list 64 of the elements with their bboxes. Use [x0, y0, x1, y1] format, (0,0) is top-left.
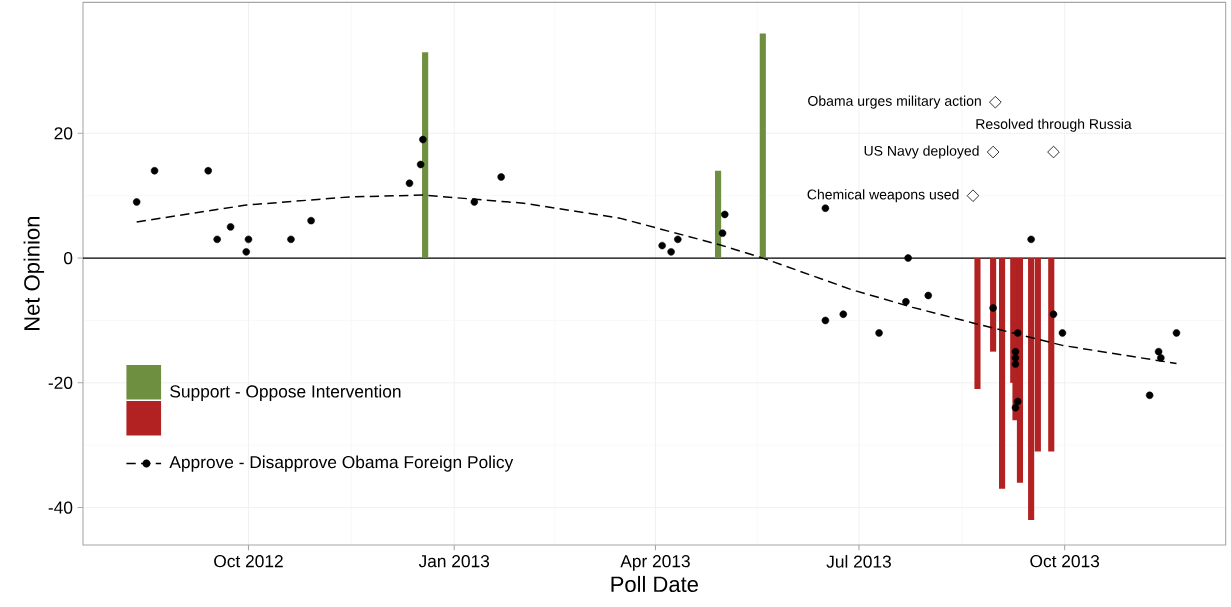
x-tick-label: Apr 2013: [620, 555, 690, 571]
point: [405, 179, 414, 187]
point: [287, 235, 295, 244]
bar: [715, 170, 722, 259]
point: [1013, 397, 1022, 406]
point: [1013, 329, 1022, 337]
bar: [759, 33, 766, 259]
bar: [1048, 258, 1055, 452]
y-tick-label: -40: [48, 501, 73, 514]
bar: [974, 258, 981, 390]
x-axis-title: Poll Date: [611, 575, 698, 593]
point: [244, 235, 253, 244]
point: [213, 235, 221, 244]
point: [307, 216, 315, 225]
point: [1154, 347, 1163, 356]
point: [470, 198, 479, 206]
point: [226, 223, 235, 231]
point: [821, 204, 830, 212]
x-tick-label: Oct 2012: [214, 555, 283, 568]
point: [1011, 347, 1020, 356]
point: [989, 304, 997, 312]
x-tick-label: Jul 2013: [826, 555, 891, 568]
bar: [422, 52, 429, 259]
point: [419, 135, 427, 144]
point: [902, 298, 910, 306]
annotation: Chemical weapons used: [807, 189, 959, 203]
annotation: Resolved through Russia: [976, 118, 1132, 132]
point: [1157, 354, 1165, 362]
point: [875, 329, 883, 337]
point: [924, 291, 933, 300]
point: [204, 167, 212, 175]
x-tick-label: Jan 2013: [418, 555, 490, 568]
bar: [999, 258, 1006, 489]
point: [658, 241, 666, 250]
annotation: Obama urges military action: [808, 95, 981, 109]
point: [1145, 391, 1154, 400]
legend-label: Support - Oppose Intervention: [170, 384, 401, 402]
annotation: US Navy deployed: [864, 145, 979, 159]
point: [416, 160, 425, 169]
point: [1011, 354, 1020, 362]
y-tick-label: 0: [63, 251, 73, 265]
point: [497, 173, 505, 181]
point: [721, 210, 729, 219]
legend-label: Approve - Disapprove Obama Foreign Policy: [169, 455, 514, 472]
x-tick-label: Oct 2013: [1030, 555, 1100, 568]
point: [821, 316, 830, 325]
point: [674, 235, 682, 244]
point: [242, 248, 250, 256]
point: [1011, 404, 1020, 412]
point: [150, 167, 159, 175]
point: [1049, 310, 1058, 318]
y-tick-label: -20: [48, 376, 73, 389]
point: [1058, 329, 1067, 337]
y-tick-label: 20: [54, 127, 73, 140]
point: [839, 310, 848, 318]
point: [1027, 235, 1035, 244]
point: [667, 248, 675, 256]
bar: [990, 258, 997, 352]
point: [718, 229, 727, 237]
point: [1011, 360, 1020, 368]
y-axis-title: Net Opinion: [23, 217, 45, 330]
point: [1172, 329, 1181, 337]
point: [132, 198, 141, 206]
point: [904, 254, 912, 262]
